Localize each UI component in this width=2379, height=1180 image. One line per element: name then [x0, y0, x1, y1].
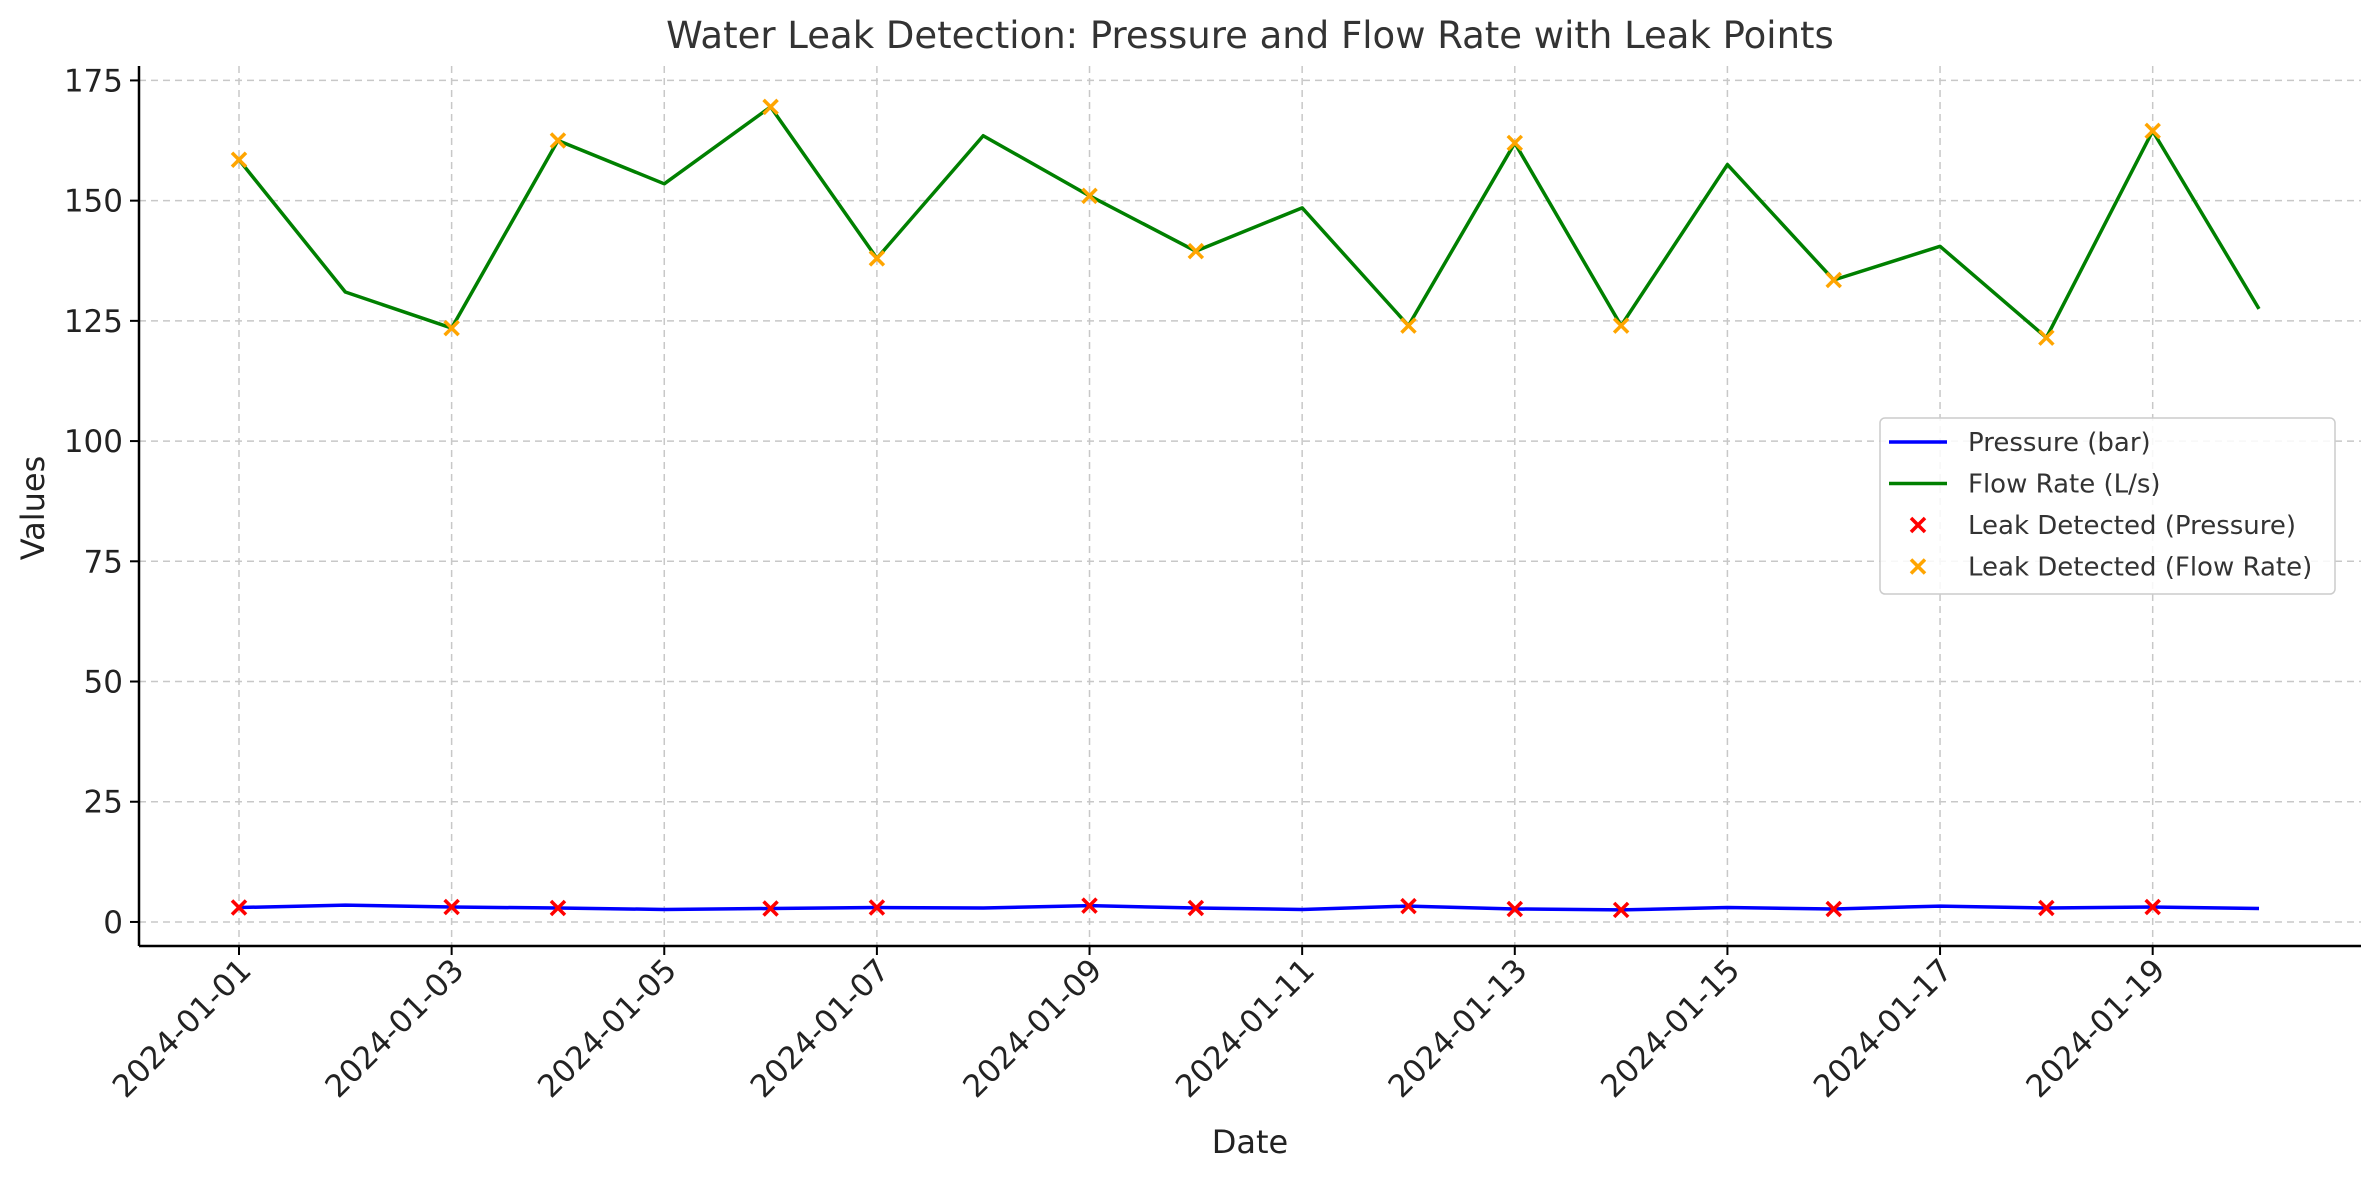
marker-leak-detected-pressure — [230, 899, 248, 916]
legend-box — [1879, 417, 2336, 595]
marker-leak-detected-pressure — [1825, 900, 1842, 918]
marker-leak-detected-pressure — [443, 898, 460, 916]
marker-leak-detected-pressure — [1187, 899, 1205, 917]
legend-swatch — [1909, 558, 1927, 575]
marker-leak-detected-pressure — [1506, 900, 1524, 918]
marker-leak-detected-flow-rate — [762, 98, 779, 116]
legend-label: Flow Rate (L/s) — [1968, 470, 2161, 500]
marker-leak-detected-pressure — [1400, 897, 1417, 915]
legend-swatch — [1909, 516, 1927, 534]
x-tick-label: 2024-01-05 — [531, 952, 684, 1105]
y-tick-label: 175 — [64, 63, 123, 99]
markers — [230, 98, 2161, 919]
legend-label: Leak Detected (Pressure) — [1968, 511, 2296, 541]
legend-item-pressure-bar: Pressure (bar) — [1889, 428, 2151, 458]
x-tick-label: 2024-01-09 — [956, 952, 1109, 1105]
marker-leak-detected-pressure — [1612, 901, 1630, 919]
marker-leak-detected-pressure — [868, 899, 886, 916]
x-tick-label: 2024-01-13 — [1382, 952, 1535, 1105]
marker-leak-detected-pressure — [549, 899, 567, 917]
y-tick-label: 150 — [64, 184, 123, 220]
marker-leak-detected-flow-rate — [1081, 187, 1098, 205]
ticks: 0 25 50 75 100 125 150 175 2024-01-01 2024-01-03 2… — [64, 63, 2173, 1105]
x-axis-label: Date — [1212, 1123, 1288, 1161]
marker-leak-detected-flow-rate — [2144, 122, 2161, 140]
series-line-flow-rate-l-s — [237, 105, 2261, 340]
marker-leak-detected-flow-rate — [2038, 329, 2055, 346]
marker-leak-detected-flow-rate — [1506, 134, 1524, 152]
legend-label: Pressure (bar) — [1968, 428, 2151, 458]
x-tick-label: 2024-01-19 — [2019, 952, 2172, 1105]
axes — [137, 66, 2361, 948]
legend: Pressure (bar) Flow Rate (L/s) Leak Detect… — [1879, 417, 2336, 595]
marker-leak-detected-flow-rate — [1612, 317, 1630, 334]
legend-item-leak-detected-pressure: Leak Detected (Pressure) — [1909, 511, 2296, 541]
x-tick-label: 2024-01-07 — [744, 952, 897, 1105]
marker-leak-detected-flow-rate — [549, 132, 567, 149]
series — [237, 105, 2261, 912]
series-line-pressure-bar — [238, 903, 2260, 912]
y-tick-label: 125 — [64, 304, 123, 340]
chart-title: Water Leak Detection: Pressure and Flow … — [666, 14, 1834, 57]
marker-leak-detected-pressure — [1081, 897, 1098, 914]
y-tick-label: 25 — [84, 785, 123, 821]
x-tick-label: 2024-01-11 — [1169, 952, 1322, 1105]
marker-leak-detected-flow-rate — [1400, 317, 1417, 334]
legend-label: Leak Detected (Flow Rate) — [1968, 553, 2312, 583]
marker-leak-detected-flow-rate — [868, 250, 886, 267]
legend-item-flow-rate-l-s: Flow Rate (L/s) — [1889, 470, 2161, 500]
y-tick-label: 75 — [84, 544, 123, 580]
y-tick-label: 100 — [64, 424, 123, 460]
x-tick-label: 2024-01-03 — [318, 952, 471, 1105]
marker-leak-detected-flow-rate — [230, 151, 248, 169]
marker-leak-detected-flow-rate — [443, 319, 460, 337]
x-tick-label: 2024-01-01 — [106, 952, 259, 1105]
x-tick-label: 2024-01-15 — [1594, 952, 1747, 1105]
y-axis-label: Values — [14, 456, 52, 561]
marker-leak-detected-pressure — [2038, 899, 2055, 917]
marker-leak-detected-pressure — [762, 900, 779, 917]
marker-leak-detected-flow-rate — [1187, 242, 1205, 260]
marker-leak-detected-flow-rate — [1825, 271, 1842, 289]
marker-leak-detected-pressure — [2144, 898, 2161, 916]
legend-item-leak-detected-flow-rate: Leak Detected (Flow Rate) — [1909, 553, 2312, 583]
x-tick-label: 2024-01-17 — [1807, 952, 1960, 1105]
y-tick-label: 0 — [103, 905, 123, 941]
y-tick-label: 50 — [84, 665, 123, 701]
